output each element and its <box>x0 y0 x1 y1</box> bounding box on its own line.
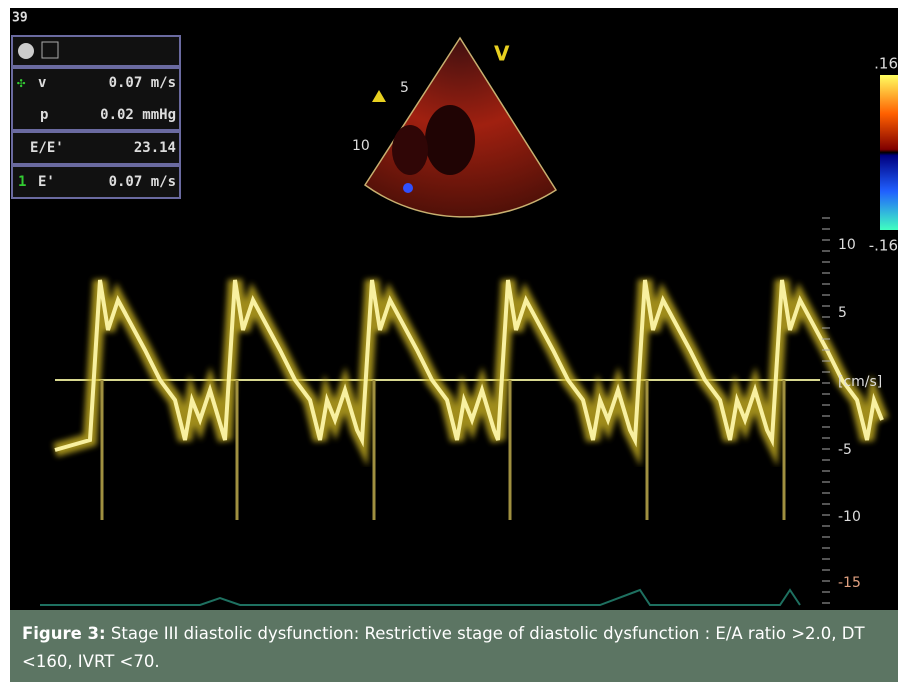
e-label: E' <box>38 174 55 190</box>
ratio-label: E/E' <box>30 140 64 156</box>
caption: Figure 3: Stage III diastolic dysfunctio… <box>10 610 898 682</box>
scale-label: [cm/s] <box>838 374 882 390</box>
index: 1 <box>18 174 26 190</box>
measure-panel: ✣ v 0.07 m/s p 0.02 mmHg E/E' 23.14 1 E'… <box>11 35 181 199</box>
sector-marker: V <box>494 42 510 66</box>
color-top: .16 <box>874 55 898 73</box>
v-label: v <box>38 75 46 91</box>
e-value: 0.07 m/s <box>109 174 176 190</box>
sector-image: V 5 10 <box>352 36 558 218</box>
frame-number: 39 <box>12 11 28 26</box>
depth-label: 10 <box>352 138 370 154</box>
trace-core <box>54 279 884 452</box>
svg-text:✣: ✣ <box>17 75 26 91</box>
scale-label: -10 <box>838 509 861 525</box>
scale-label: -5 <box>838 442 852 458</box>
scale-label: 10 <box>838 237 856 253</box>
ratio-value: 23.14 <box>134 140 176 156</box>
doppler-trace <box>53 278 889 520</box>
caption-text: Stage III diastolic dysfunction: Restric… <box>22 624 865 671</box>
ecg-trace <box>40 588 801 606</box>
caption-label: Figure 3: <box>22 624 106 643</box>
depth-label: 5 <box>400 80 409 96</box>
color-bar <box>880 75 898 230</box>
v-value: 0.07 m/s <box>109 75 176 91</box>
p-value: 0.02 mmHg <box>100 107 176 123</box>
scale-label: -15 <box>838 575 861 591</box>
scale-label: 5 <box>838 305 847 321</box>
color-bottom: -.16 <box>869 237 898 255</box>
p-label: p <box>40 107 48 123</box>
